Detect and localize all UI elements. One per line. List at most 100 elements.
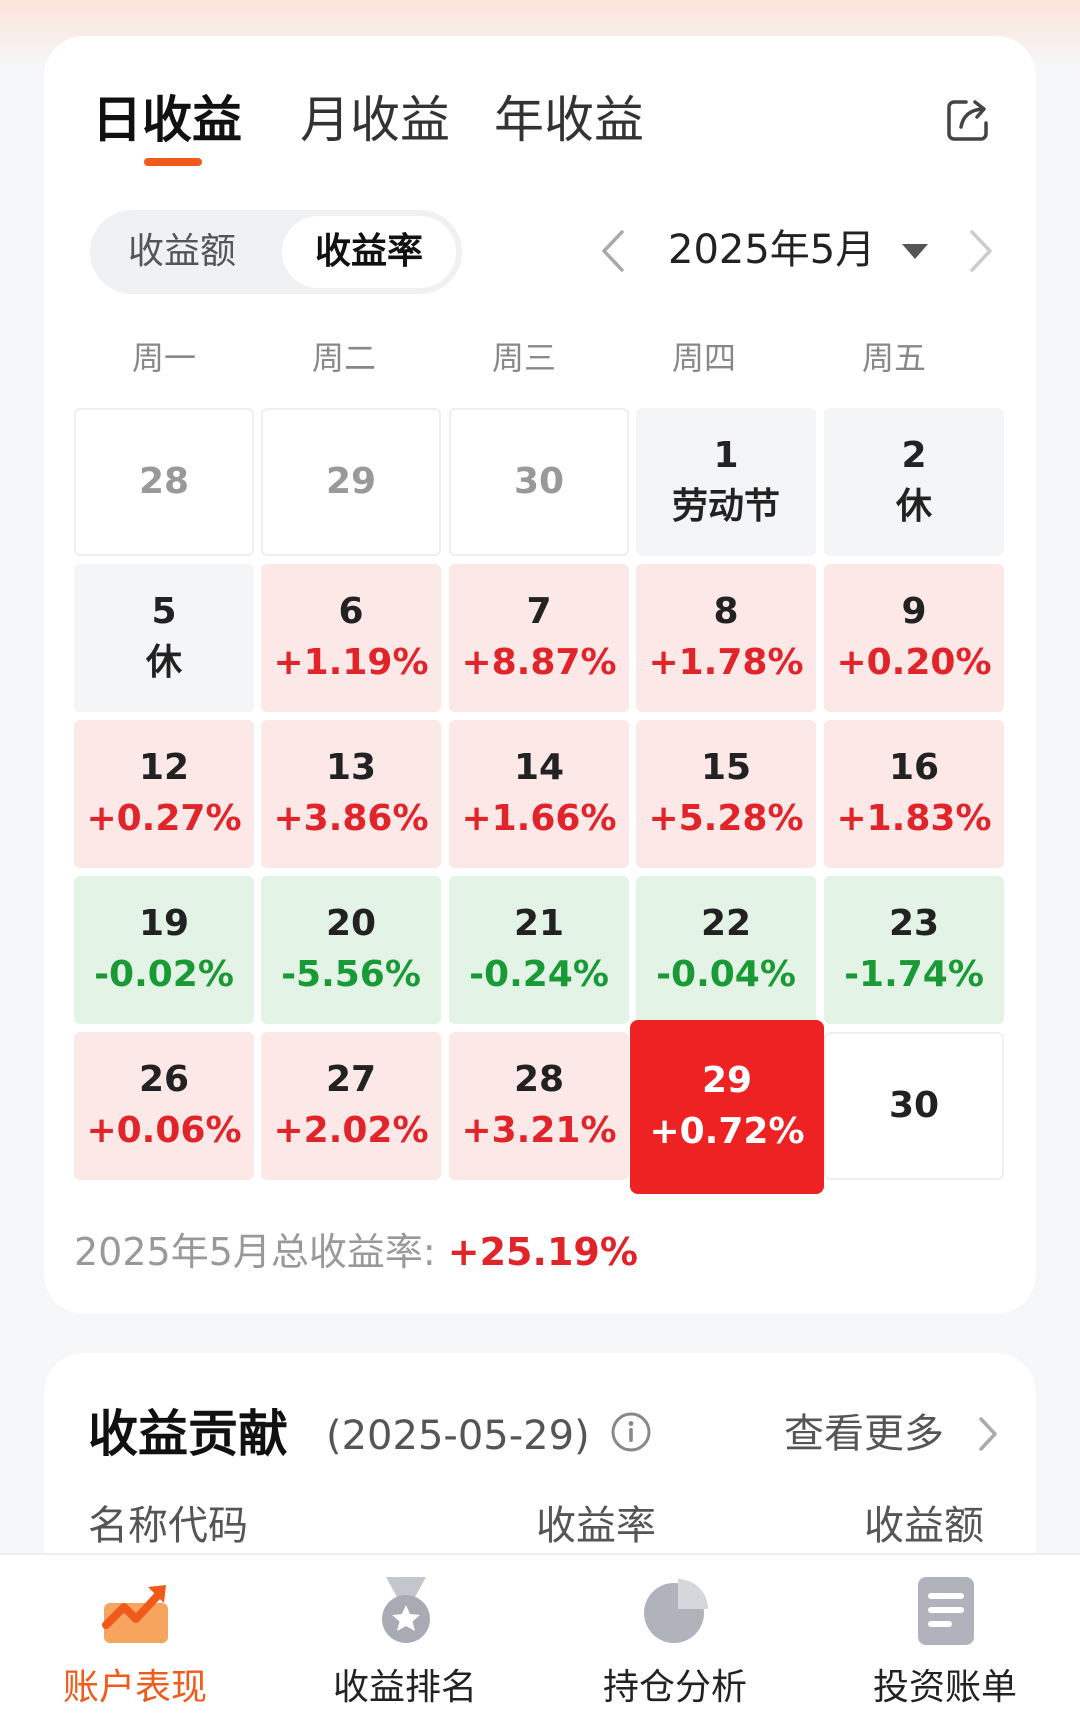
calendar-day-cell[interactable]: 13 +3.86% (261, 720, 441, 868)
chevron-left-icon[interactable] (598, 228, 628, 274)
calendar-day-cell[interactable]: 30 (824, 1032, 1004, 1180)
day-number: 1 (713, 435, 739, 476)
tab-yearly-returns[interactable]: 年收益 (494, 91, 644, 149)
nav-label-return-ranking: 收益排名 (332, 1667, 477, 1708)
toggle-rate[interactable]: 收益率 (282, 216, 456, 288)
day-number: 29 (701, 1060, 753, 1101)
month-total-label: 2025年5月总收益率: (74, 1230, 448, 1274)
day-number: 6 (338, 591, 364, 632)
calendar-day-cell[interactable]: 19 -0.02% (74, 876, 254, 1024)
calendar-day-cell: 28 (74, 408, 254, 556)
weekday-tue: 周二 (311, 339, 376, 377)
day-number: 20 (325, 903, 377, 944)
calendar-day-cell[interactable]: 26 +0.06% (74, 1032, 254, 1180)
day-number: 14 (513, 747, 565, 788)
nav-label-holdings-analysis: 持仓分析 (602, 1667, 747, 1708)
month-total-return: 2025年5月总收益率: +25.19% (74, 1226, 638, 1278)
column-header-amount[interactable]: 收益额 (864, 1503, 984, 1549)
nav-investment-bill[interactable]: 投资账单 (810, 1555, 1080, 1724)
calendar-day-cell[interactable]: 15 +5.28% (636, 720, 816, 868)
day-return-value: -1.74% (844, 954, 984, 995)
day-number: 2 (901, 435, 927, 476)
day-return-value: +1.78% (648, 642, 804, 683)
day-number: 29 (325, 461, 377, 502)
month-total-value: +25.19% (447, 1230, 638, 1274)
calendar-day-cell[interactable]: 6 +1.19% (261, 564, 441, 712)
calendar-day-cell: 29 (261, 408, 441, 556)
month-selector[interactable]: 2025年5月 (668, 227, 876, 273)
calendar-day-cell[interactable]: 8 +1.78% (636, 564, 816, 712)
day-number: 15 (700, 747, 752, 788)
day-number: 23 (888, 903, 940, 944)
day-number: 30 (513, 461, 565, 502)
active-tab-indicator (144, 158, 202, 166)
calendar-day-cell[interactable]: 23 -1.74% (824, 876, 1004, 1024)
day-number: 8 (713, 591, 739, 632)
view-more-link[interactable]: 查看更多 (784, 1411, 944, 1457)
nav-account-performance[interactable]: 账户表现 (0, 1555, 270, 1724)
trend-chart-icon (102, 1585, 168, 1643)
weekday-thu: 周四 (671, 339, 736, 377)
contribution-title: 收益贡献 (88, 1405, 288, 1463)
column-header-rate[interactable]: 收益率 (536, 1503, 656, 1549)
nav-label-investment-bill: 投资账单 (872, 1667, 1017, 1708)
calendar-day-cell[interactable]: 9 +0.20% (824, 564, 1004, 712)
day-number: 27 (325, 1059, 377, 1100)
column-header-name[interactable]: 名称代码 (88, 1503, 248, 1549)
day-return-value: -5.56% (281, 954, 421, 995)
nav-holdings-analysis[interactable]: 持仓分析 (540, 1555, 810, 1724)
day-return-value: +0.72% (649, 1111, 805, 1152)
calendar-day-cell[interactable]: 27 +2.02% (261, 1032, 441, 1180)
calendar-day-cell[interactable]: 20 -5.56% (261, 876, 441, 1024)
day-return-value: 休 (145, 642, 182, 683)
day-number: 12 (138, 747, 190, 788)
day-number: 30 (888, 1085, 940, 1126)
day-number: 9 (901, 591, 927, 632)
calendar-day-cell[interactable]: 1 劳动节 (636, 408, 816, 556)
day-return-value: +0.06% (86, 1110, 242, 1151)
toggle-amount[interactable]: 收益额 (127, 231, 236, 272)
amount-rate-toggle: 收益额 收益率 (90, 210, 462, 294)
day-return-value: +1.66% (461, 798, 617, 839)
share-icon[interactable] (944, 96, 992, 144)
pie-chart-icon (644, 1579, 708, 1643)
day-return-value: +2.02% (273, 1110, 429, 1151)
calendar-day-cell[interactable]: 16 +1.83% (824, 720, 1004, 868)
day-return-value: +8.87% (461, 642, 617, 683)
day-number: 7 (526, 591, 552, 632)
weekday-fri: 周五 (861, 339, 926, 377)
calendar-day-cell[interactable]: 29 +0.72% (630, 1020, 824, 1194)
contribution-date: (2025-05-29) (326, 1413, 590, 1459)
day-number: 13 (325, 747, 377, 788)
day-number: 5 (151, 591, 177, 632)
day-return-value: +0.20% (836, 642, 992, 683)
calendar-day-cell[interactable]: 7 +8.87% (449, 564, 629, 712)
day-number: 21 (513, 903, 565, 944)
day-number: 28 (513, 1059, 565, 1100)
tab-monthly-returns[interactable]: 月收益 (300, 91, 450, 149)
day-number: 28 (138, 461, 190, 502)
calendar-day-cell: 30 (449, 408, 629, 556)
day-return-value: +3.21% (461, 1110, 617, 1151)
calendar-day-cell[interactable]: 12 +0.27% (74, 720, 254, 868)
day-return-value: +1.83% (836, 798, 992, 839)
chevron-right-icon[interactable] (966, 228, 996, 274)
day-number: 26 (138, 1059, 190, 1100)
nav-return-ranking[interactable]: 收益排名 (270, 1555, 540, 1724)
calendar-day-cell[interactable]: 21 -0.24% (449, 876, 629, 1024)
weekday-mon: 周一 (131, 339, 196, 377)
calendar-day-cell[interactable]: 14 +1.66% (449, 720, 629, 868)
tab-daily-returns[interactable]: 日收益 (92, 91, 242, 149)
caret-down-icon[interactable] (902, 244, 928, 259)
nav-label-account-performance: 账户表现 (62, 1667, 207, 1708)
day-return-value: +1.19% (273, 642, 429, 683)
chevron-right-icon[interactable] (976, 1414, 1000, 1454)
calendar-day-cell[interactable]: 28 +3.21% (449, 1032, 629, 1180)
day-return-value: +0.27% (86, 798, 242, 839)
info-icon[interactable] (610, 1411, 652, 1453)
day-number: 22 (700, 903, 752, 944)
day-return-value: 休 (895, 486, 932, 527)
calendar-day-cell[interactable]: 22 -0.04% (636, 876, 816, 1024)
